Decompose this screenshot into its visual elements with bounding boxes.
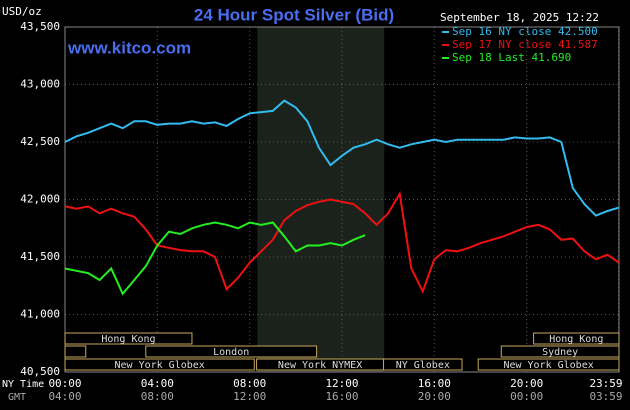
legend-label: Sep 16 NY close 42.500	[452, 25, 598, 38]
session-label: NY Globex	[396, 360, 450, 371]
series-line	[64, 99, 620, 217]
x-tick-label: 04:00	[141, 377, 174, 390]
x2-row-label: GMT	[8, 392, 26, 403]
session-label: New York Globex	[503, 360, 593, 371]
x2-tick-label: 20:00	[418, 390, 451, 403]
session-box	[533, 332, 620, 345]
session-label: New York Globex	[114, 360, 204, 371]
x-tick-label: 20:00	[510, 377, 543, 390]
x-tick-label: 23:59	[589, 377, 622, 390]
y-tick-label: 41,500	[20, 250, 60, 263]
x2-tick-label: 08:00	[141, 390, 174, 403]
series-line	[64, 221, 366, 296]
session-box	[64, 332, 193, 345]
y-axis-label: USD/oz	[2, 5, 42, 18]
timestamp: September 18, 2025 12:22	[440, 11, 599, 24]
y-tick-label: 40,500	[20, 365, 60, 378]
session-box	[477, 358, 620, 371]
y-tick-label: 42,000	[20, 193, 60, 206]
y-tick-label: 43,500	[20, 20, 60, 33]
session-label: Hong Kong	[549, 334, 603, 345]
shaded-region	[257, 27, 385, 372]
session-box	[383, 358, 463, 371]
x2-tick-label: 03:59	[589, 390, 622, 403]
session-label: Sydney	[542, 347, 578, 358]
x2-tick-label: 04:00	[48, 390, 81, 403]
session-box	[64, 358, 255, 371]
session-label: Hong Kong	[101, 334, 155, 345]
x-row-label: NY Time	[2, 379, 44, 390]
x2-tick-label: 12:00	[233, 390, 266, 403]
session-box	[145, 345, 318, 358]
y-tick-label: 43,000	[20, 78, 60, 91]
x-tick-label: 16:00	[418, 377, 451, 390]
session-box	[64, 345, 87, 358]
watermark: www.kitco.com	[67, 38, 191, 57]
x2-tick-label: 16:00	[325, 390, 358, 403]
y-tick-label: 42,500	[20, 135, 60, 148]
x-tick-label: 08:00	[233, 377, 266, 390]
plot-frame	[64, 26, 620, 373]
legend-label: Sep 18 Last 41.690	[452, 51, 571, 64]
x-tick-label: 00:00	[48, 377, 81, 390]
chart-title: 24 Hour Spot Silver (Bid)	[194, 5, 394, 24]
x-tick-label: 12:00	[325, 377, 358, 390]
legend-label: Sep 17 NY close 41.587	[452, 38, 598, 51]
session-box	[500, 345, 620, 358]
x2-tick-label: 00:00	[510, 390, 543, 403]
session-label: New York NYMEX	[278, 360, 362, 371]
y-tick-label: 41,000	[20, 308, 60, 321]
session-label: London	[213, 347, 249, 358]
